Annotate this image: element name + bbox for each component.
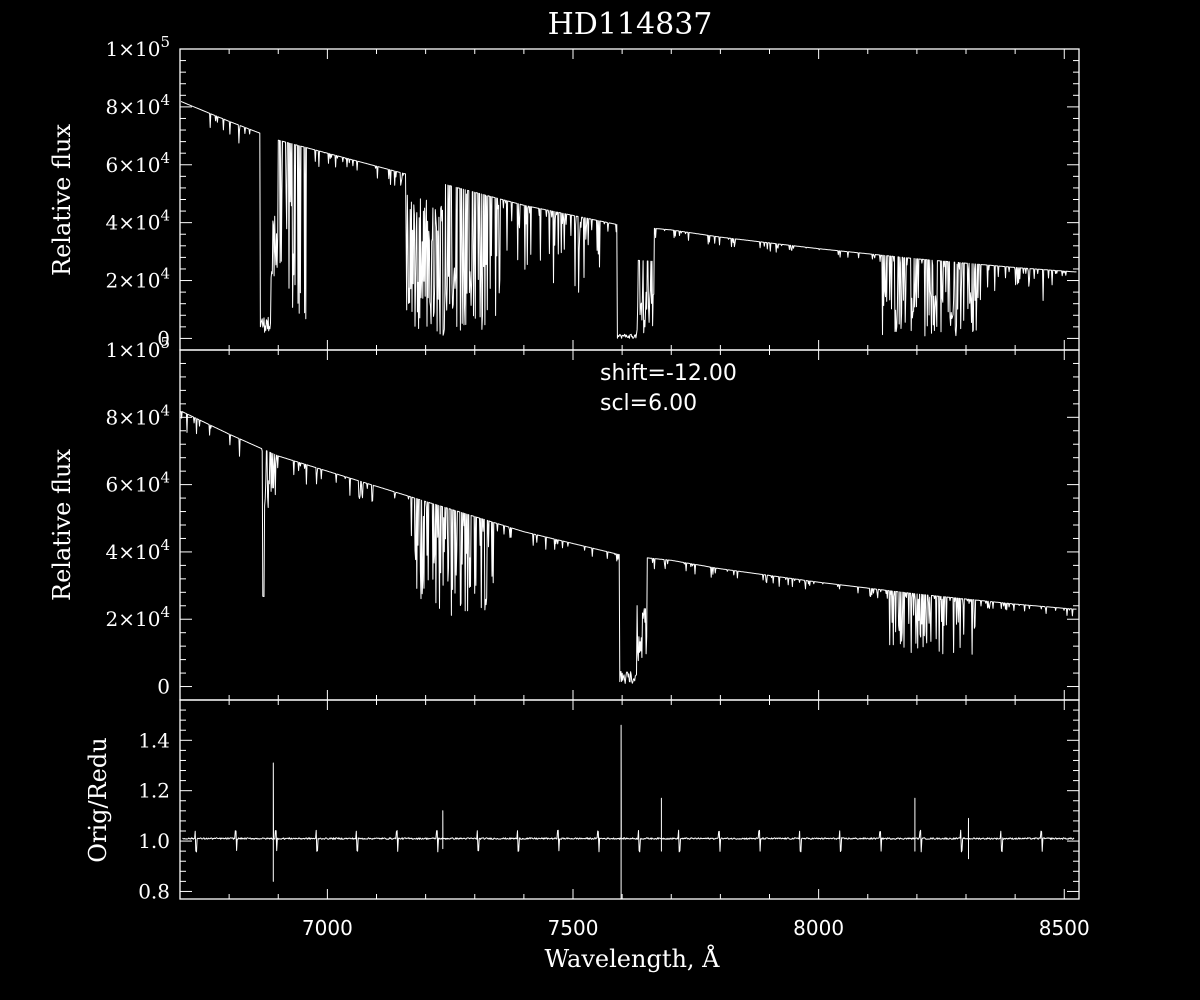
panel-corrected: 0 2×104 4×104 6×104 8×104 1×105 Relative flux s… [48,334,1080,701]
chart-title: HD114837 [548,7,713,42]
y-tick-label: 6×104 [106,149,170,177]
y-tick-label: 8×104 [106,91,170,119]
y-tick-label: 8×104 [106,401,170,429]
panel-original: 0 2×104 4×104 6×104 8×104 1×105 Relative flux [48,33,1080,351]
y-tick-label: 1.2 [138,779,170,803]
x-tick-label: 7000 [302,916,353,940]
y-axis-label: Relative flux [48,449,76,601]
y-axis-label: Orig/Redu [84,737,112,862]
y-tick-label: 1.4 [138,728,170,752]
y-tick-label: 4×104 [106,536,170,564]
series-line-corrected [180,410,1077,684]
panel-annotation: scl=6.00 [600,391,697,416]
y-axis-label: Relative flux [48,124,76,276]
panel-frame [179,699,1080,900]
x-axis-label: Wavelength, Å [544,944,720,973]
y-tick-label: 4×104 [106,207,170,235]
y-tick-label: 1×105 [106,334,170,362]
panel-frame [179,48,1080,351]
y-tick-label: 2×104 [106,603,170,631]
series-line-original [180,101,1077,339]
y-tick-label: 2×104 [106,265,170,293]
y-tick-label: 0.8 [138,879,170,903]
y-tick-label: 0 [157,675,170,699]
series-line-ratio [182,724,1075,900]
y-tick-label: 6×104 [106,469,170,497]
x-tick-label: 8000 [793,916,844,940]
panel-ratio: 0.8 1.0 1.2 1.4 Orig/Redu 7000 7500 8000 8500 [84,699,1090,940]
x-tick-label: 8500 [1039,916,1090,940]
panel-annotation: shift=-12.00 [600,361,737,386]
y-tick-label: 0 [157,326,170,350]
x-tick-label: 7500 [548,916,599,940]
y-tick-label: 1.0 [138,829,170,853]
y-tick-label: 1×105 [106,33,170,61]
